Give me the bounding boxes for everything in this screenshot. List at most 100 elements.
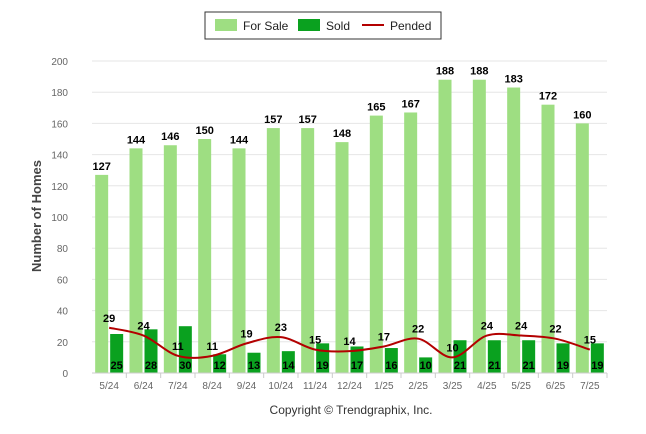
bar-for-sale: [163, 145, 177, 373]
bars-layer: [95, 79, 604, 374]
bar-for-sale: [472, 79, 486, 373]
bar-sold: [590, 343, 604, 373]
x-tick-label: 11/24: [303, 381, 328, 392]
bar-for-sale: [95, 174, 109, 373]
legend: For Sale Sold Pended: [204, 11, 442, 40]
bar-for-sale: [369, 115, 383, 373]
data-label-for-sale: 144: [127, 134, 146, 146]
data-label-sold: 10: [420, 360, 432, 372]
y-tick-label: 80: [57, 244, 69, 255]
y-tick-label: 20: [57, 338, 69, 349]
data-label-pended: 10: [446, 342, 458, 354]
x-tick-label: 9/24: [237, 381, 257, 392]
data-label-for-sale: 167: [401, 98, 419, 110]
x-tick-label: 10/24: [268, 381, 293, 392]
data-label-sold: 28: [145, 360, 157, 372]
y-tick-label: 60: [57, 275, 69, 286]
data-label-sold: 14: [282, 360, 295, 372]
bar-for-sale: [198, 139, 212, 373]
data-label-sold: 12: [214, 360, 226, 372]
data-label-pended: 19: [240, 328, 252, 340]
x-tick-label: 3/25: [443, 381, 463, 392]
legend-label-pended: Pended: [390, 19, 431, 33]
x-tick-label: 12/24: [337, 381, 362, 392]
data-label-sold: 25: [111, 360, 123, 372]
data-label-for-sale: 157: [298, 114, 316, 126]
data-label-pended: 29: [103, 313, 115, 325]
bar-sold: [213, 354, 227, 373]
x-tick-label: 6/25: [546, 381, 566, 392]
data-label-pended: 15: [309, 335, 321, 347]
bar-for-sale: [404, 112, 418, 373]
bar-sold: [350, 346, 364, 373]
y-tick-label: 0: [62, 369, 68, 380]
bar-sold: [419, 357, 433, 373]
bar-for-sale: [335, 142, 349, 373]
data-label-pended: 24: [137, 321, 150, 333]
bar-sold: [522, 340, 536, 373]
y-tick-label: 160: [51, 119, 68, 130]
data-label-pended: 11: [206, 341, 218, 353]
data-label-for-sale: 165: [367, 102, 385, 114]
data-label-for-sale: 157: [264, 114, 282, 126]
legend-label-sold: Sold: [326, 19, 350, 33]
bar-for-sale: [129, 148, 143, 373]
axis-layer: 0 20 40 60 80 100 120 140 160 180 200 5/24 6/24 7/24 8…: [51, 57, 608, 392]
data-label-for-sale: 160: [573, 109, 591, 121]
bar-for-sale: [438, 79, 452, 373]
bar-sold: [556, 343, 570, 373]
bar-for-sale: [541, 104, 555, 374]
data-label-sold: 21: [454, 360, 466, 372]
legend-swatch-sold: [298, 19, 320, 31]
labels-layer: 127 25 144 28 146 30 150 12 144 13 157 14 157 19 148 17…: [92, 66, 603, 372]
data-label-for-sale: 183: [504, 74, 522, 86]
legend-label-for-sale: For Sale: [243, 19, 289, 33]
line-pended: [108, 326, 591, 359]
data-label-pended: 15: [584, 335, 596, 347]
data-label-pended: 24: [481, 321, 494, 333]
data-label-sold: 13: [248, 360, 260, 372]
data-label-sold: 17: [351, 360, 363, 372]
bar-for-sale: [507, 87, 521, 374]
bar-sold: [144, 329, 158, 373]
data-label-for-sale: 146: [161, 131, 179, 143]
x-tick-label: 1/25: [374, 381, 394, 392]
data-label-sold: 19: [557, 360, 569, 372]
x-tick-label: 6/24: [134, 381, 154, 392]
data-label-pended: 24: [515, 321, 528, 333]
y-tick-label: 140: [51, 151, 68, 162]
x-tick-label: 7/24: [168, 381, 188, 392]
y-tick-label: 120: [51, 182, 68, 193]
data-label-for-sale: 127: [92, 161, 110, 173]
bar-sold: [453, 340, 467, 373]
bar-for-sale: [232, 148, 246, 373]
y-tick-label: 200: [51, 57, 68, 68]
line-layer: [108, 326, 591, 359]
y-tick-label: 100: [51, 213, 68, 224]
y-tick-label: 180: [51, 88, 68, 99]
x-tick-label: 5/24: [99, 381, 119, 392]
data-label-pended: 11: [172, 341, 184, 353]
y-axis-title: Number of Homes: [29, 160, 44, 272]
x-tick-label: 8/24: [202, 381, 222, 392]
data-label-pended: 14: [343, 336, 356, 348]
bar-sold: [247, 352, 261, 373]
data-label-pended: 23: [275, 322, 287, 334]
data-label-for-sale: 188: [436, 66, 454, 78]
data-label-sold: 21: [488, 360, 500, 372]
data-label-for-sale: 144: [230, 134, 249, 146]
data-label-for-sale: 150: [195, 125, 213, 137]
data-label-sold: 16: [385, 360, 397, 372]
bar-for-sale: [301, 128, 315, 373]
x-tick-label: 5/25: [511, 381, 531, 392]
bar-sold: [487, 340, 501, 373]
data-label-sold: 30: [179, 360, 191, 372]
data-label-sold: 19: [591, 360, 603, 372]
x-tick-label: 7/25: [580, 381, 600, 392]
data-label-sold: 21: [523, 360, 535, 372]
bar-sold: [384, 348, 398, 373]
x-tick-label: 2/25: [408, 381, 428, 392]
data-label-for-sale: 172: [539, 91, 557, 103]
